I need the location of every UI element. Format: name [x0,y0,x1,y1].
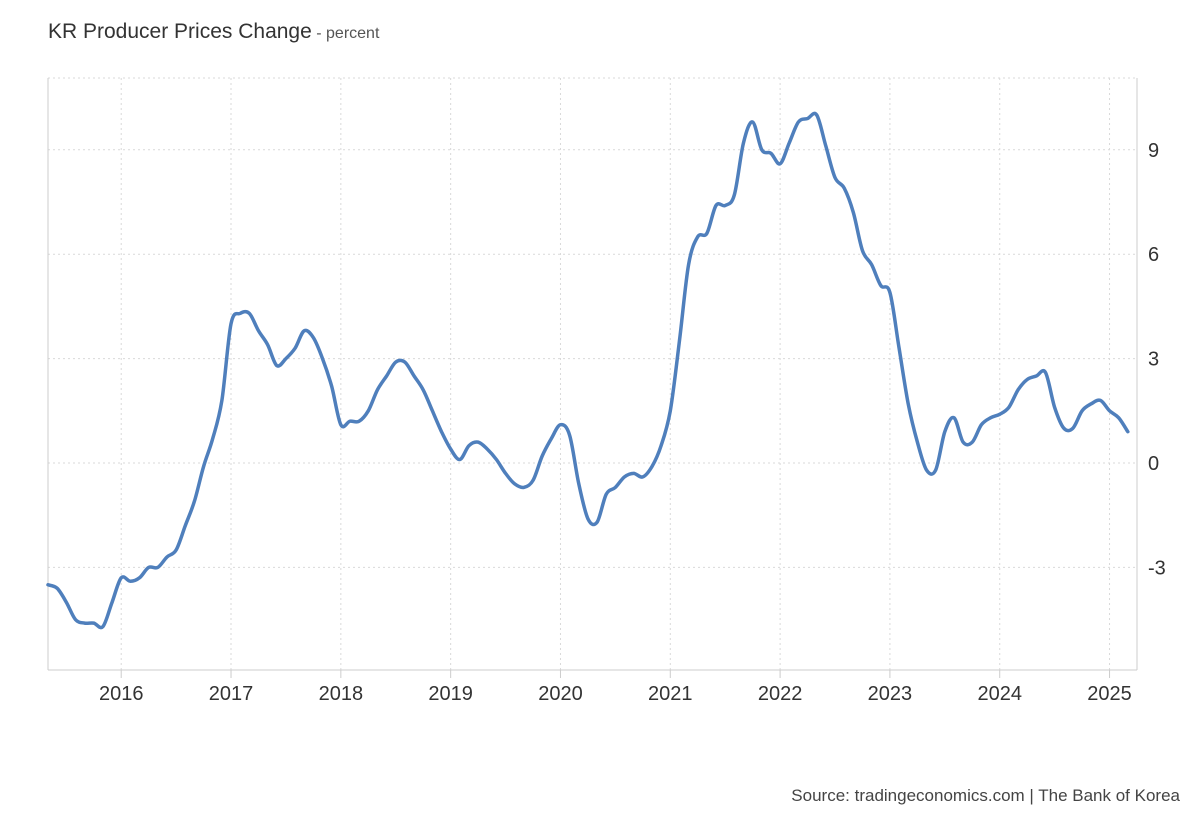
x-tick-label: 2024 [977,683,1022,705]
source-note: Source: tradingeconomics.com | The Bank … [791,786,1180,805]
x-tick-label: 2020 [538,683,583,705]
x-tick-label: 2016 [99,683,144,705]
y-tick-label: 9 [1148,140,1159,162]
chart-title: KR Producer Prices Change [48,20,312,43]
series-layer [46,111,1130,630]
x-tick-label: 2018 [319,683,364,705]
line-chart: -3 0 3 6 9 2016 2017 2018 2019 2020 2021 2022 2023 20… [46,77,1166,705]
y-tick-label: 6 [1148,244,1159,266]
chart-title-block: KR Producer Prices Change - percent [48,20,379,44]
x-tick-label: 2021 [648,683,693,705]
x-tick-label: 2017 [209,683,254,705]
y-tick-label: 3 [1148,349,1159,371]
y-tick-label: 0 [1148,453,1159,475]
chart-subtitle: - percent [316,25,380,42]
x-tick-label: 2025 [1087,683,1132,705]
x-tick-label: 2023 [868,683,913,705]
chart-unit: percent [326,25,380,42]
tick-labels: -3 0 3 6 9 2016 2017 2018 2019 2020 2021 2022 2023 20… [99,140,1166,705]
series-line [46,111,1130,630]
x-tick-label: 2019 [428,683,473,705]
grid [48,77,1137,670]
x-tick-label: 2022 [758,683,803,705]
y-tick-label: -3 [1148,557,1166,579]
axes [47,78,1138,678]
